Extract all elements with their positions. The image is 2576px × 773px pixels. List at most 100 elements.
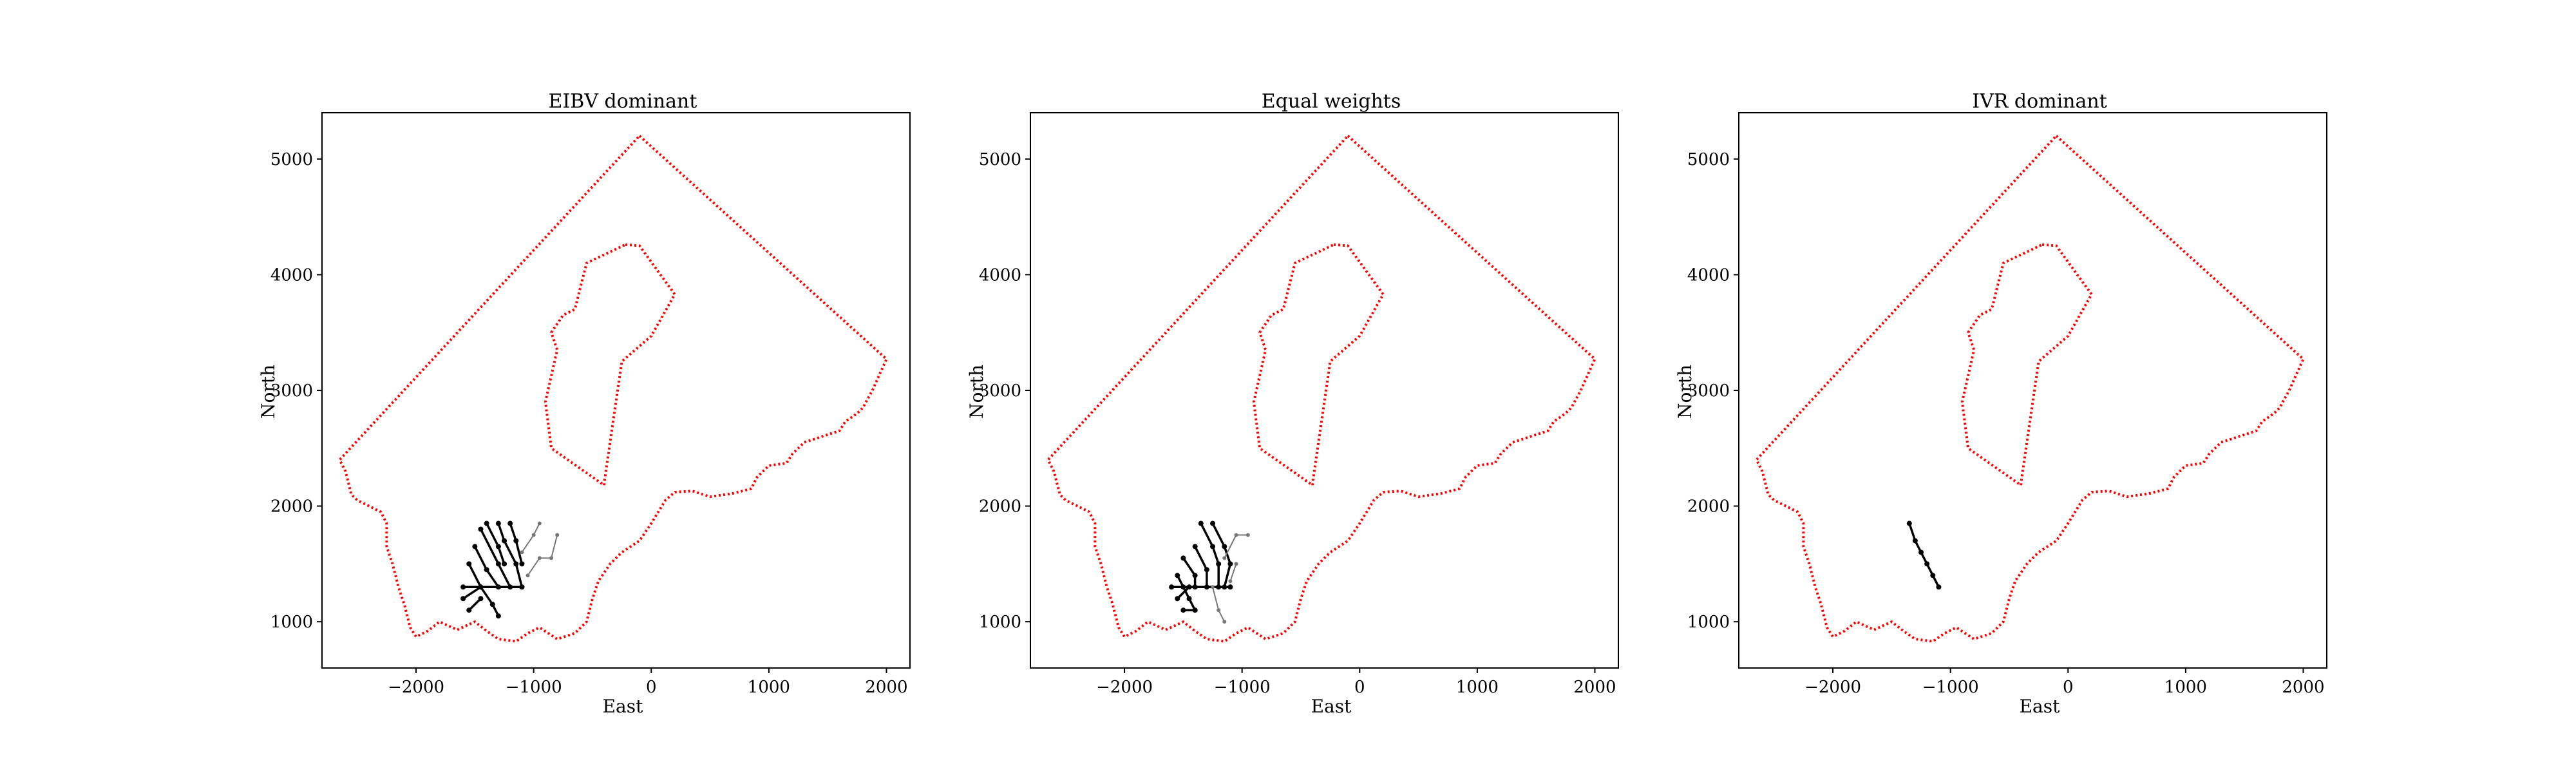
y-tick-label: 5000	[270, 150, 313, 169]
path-point	[1180, 607, 1186, 613]
path-point	[1912, 538, 1918, 544]
boundary-line	[1960, 243, 2093, 487]
candidate-point	[537, 556, 542, 560]
path-point	[1186, 596, 1192, 602]
path-point	[1180, 584, 1186, 590]
path-line	[1211, 522, 1232, 587]
path-point	[1906, 520, 1912, 526]
path-line	[468, 563, 500, 616]
path-line	[479, 528, 511, 588]
candidate-point	[1245, 533, 1250, 537]
x-tick-label: 0	[646, 678, 657, 697]
x-tick-label: 2000	[2282, 678, 2324, 697]
candidate-point	[537, 521, 542, 526]
y-tick-label: 1000	[1687, 613, 1730, 632]
path-line	[1200, 522, 1220, 587]
path-point	[1216, 584, 1222, 590]
y-axis-label: North	[258, 365, 279, 419]
y-tick-label: 3000	[270, 381, 313, 401]
path-point	[507, 584, 513, 590]
x-tick-label: −1000	[1214, 678, 1271, 697]
path-point	[478, 584, 484, 590]
path-point	[1192, 573, 1198, 578]
path-point	[1918, 549, 1924, 555]
x-tick-label: 1000	[2164, 678, 2207, 697]
x-tick-label: −2000	[1804, 678, 1861, 697]
path-point	[495, 544, 501, 549]
path-point	[1192, 584, 1198, 590]
candidate-point	[555, 533, 560, 537]
path-point	[1175, 596, 1180, 602]
path-point	[478, 596, 484, 602]
x-tick-label: −2000	[1096, 678, 1153, 697]
path-point	[484, 567, 489, 573]
path-point	[1175, 573, 1180, 578]
candidate-line	[527, 535, 558, 576]
path-point	[1192, 607, 1198, 613]
panel-title: IVR dominant	[1972, 90, 2107, 113]
path-point	[502, 561, 507, 567]
path-point	[1204, 584, 1209, 590]
path-point	[484, 520, 489, 526]
axes-frame	[1738, 112, 2327, 669]
path-point	[519, 584, 525, 590]
candidate-point	[526, 573, 530, 578]
path-line	[1194, 546, 1208, 587]
y-tick-label: 3000	[1687, 381, 1730, 401]
path-point	[495, 584, 501, 590]
y-tick-label: 5000	[979, 150, 1021, 169]
x-tick-label: 2000	[865, 678, 907, 697]
plot-area: −2000 −1000 0 1000 2000 1000 2000 3000 4000 5000	[979, 112, 1619, 697]
path-point	[519, 561, 525, 567]
path-point	[1227, 561, 1233, 567]
path-line	[462, 586, 482, 600]
path-line	[1176, 575, 1197, 611]
plot-area: −2000 −1000 0 1000 2000 1000 2000 3000 4000 5000	[1687, 112, 2327, 697]
path-point	[460, 596, 466, 602]
path-point	[495, 613, 501, 619]
y-tick-label: 4000	[1687, 265, 1730, 285]
y-tick-label: 3000	[979, 381, 1021, 401]
panel-ivr-dominant: IVR dominant East North −2000 −1000 0 1000 2…	[1674, 90, 2327, 717]
y-tick-label: 2000	[270, 497, 313, 517]
path-line	[497, 522, 524, 587]
y-tick-label: 4000	[270, 265, 313, 285]
path-line	[468, 598, 482, 611]
path-point	[1198, 520, 1204, 526]
candidate-point	[1222, 620, 1227, 624]
x-axis-label: East	[603, 696, 644, 717]
path-point	[495, 520, 501, 526]
path-point	[507, 520, 513, 526]
candidate-line	[1212, 587, 1226, 622]
path-point	[466, 561, 472, 567]
path-point	[1180, 555, 1186, 561]
path-point	[478, 526, 484, 532]
x-tick-label: −2000	[388, 678, 444, 697]
y-tick-label: 2000	[1687, 497, 1730, 517]
plot-area: −2000 −1000 0 1000 2000 1000 2000 3000 4000 5000	[270, 112, 911, 697]
path-point	[1186, 584, 1192, 590]
candidate-line	[1229, 564, 1237, 582]
y-axis-label: North	[966, 365, 987, 419]
x-tick-label: 2000	[1573, 678, 1616, 697]
path-point	[466, 607, 472, 613]
path-point	[460, 584, 466, 590]
y-tick-label: 1000	[979, 613, 1021, 632]
path-point	[1936, 584, 1942, 590]
x-tick-label: −1000	[506, 678, 562, 697]
candidate-point	[1228, 579, 1233, 584]
y-tick-label: 5000	[1687, 150, 1730, 169]
path-point	[1192, 544, 1198, 549]
y-tick-label: 2000	[979, 497, 1021, 517]
path-point	[1227, 584, 1233, 590]
candidate-point	[1222, 556, 1227, 560]
path-point	[502, 538, 507, 544]
boundary-line	[1755, 135, 2305, 643]
path-line	[1177, 586, 1190, 600]
candidate-point	[1234, 533, 1238, 537]
boundary-line	[338, 135, 888, 643]
candidate-point	[1217, 608, 1221, 613]
x-tick-label: −1000	[1922, 678, 1979, 697]
panel-equal-weights: Equal weights East North −2000 −1000 0 1000…	[966, 90, 1619, 717]
